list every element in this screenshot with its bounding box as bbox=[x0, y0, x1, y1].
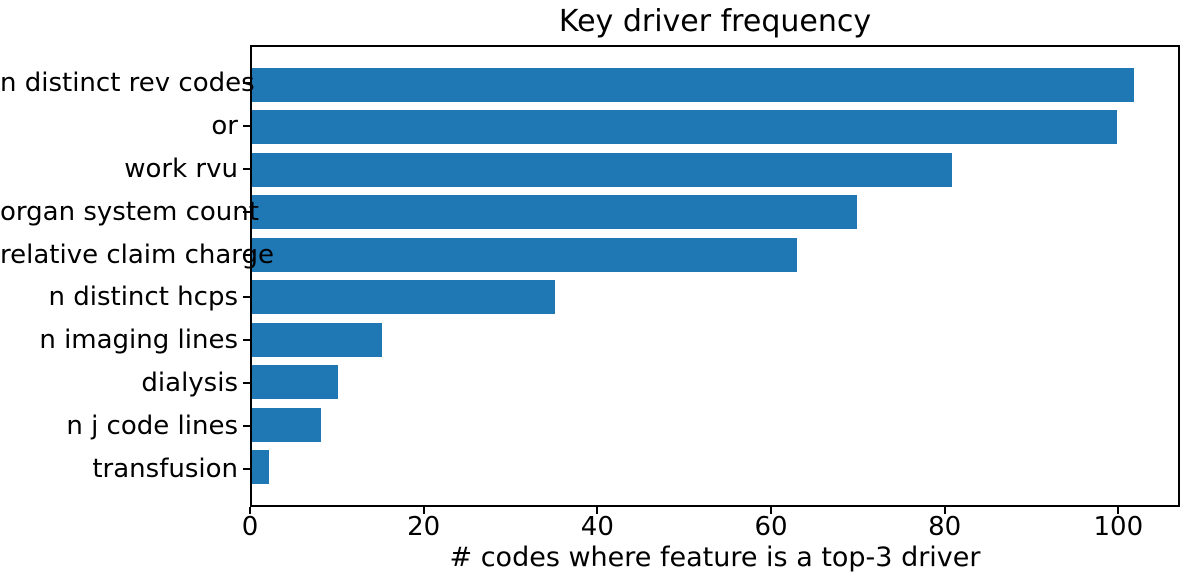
y-tick-label: n imaging lines bbox=[39, 325, 238, 356]
bar-organ-system-count bbox=[252, 195, 858, 230]
y-tick-mark bbox=[243, 467, 250, 470]
x-tick-mark bbox=[249, 507, 251, 514]
x-tick-mark bbox=[770, 507, 772, 514]
bar-dialysis bbox=[252, 365, 339, 400]
x-tick-label: 60 bbox=[754, 512, 788, 542]
y-tick-label: n distinct rev codes bbox=[0, 68, 255, 99]
y-tick-label: organ system count bbox=[0, 196, 259, 227]
x-tick-mark bbox=[1117, 507, 1120, 514]
x-tick-label: 40 bbox=[580, 512, 614, 542]
x-tick-label: 0 bbox=[241, 512, 259, 542]
y-tick-mark bbox=[243, 253, 250, 256]
x-tick-label: 20 bbox=[407, 512, 441, 542]
y-tick-label: n distinct hcps bbox=[48, 282, 239, 313]
x-tick-label: 100 bbox=[1093, 512, 1144, 542]
y-tick-mark bbox=[243, 167, 250, 170]
y-tick-mark bbox=[243, 210, 250, 213]
bar-transfusion bbox=[252, 450, 270, 485]
chart-title: Key driver frequency bbox=[558, 4, 872, 39]
y-tick-label: n j code lines bbox=[66, 411, 238, 441]
y-tick-mark bbox=[243, 82, 250, 85]
y-tick-label: work rvu bbox=[124, 153, 238, 184]
y-tick-label: dialysis bbox=[141, 368, 238, 399]
y-tick-label: or bbox=[211, 111, 238, 141]
bar-n-imaging-lines bbox=[252, 322, 382, 357]
x-axis-label: # codes where feature is a top-3 driver bbox=[449, 542, 981, 573]
y-tick-label: relative claim charge bbox=[0, 239, 275, 270]
x-tick-mark bbox=[943, 507, 946, 514]
bar-or bbox=[252, 110, 1117, 145]
bar-n-j-code-lines bbox=[252, 407, 322, 442]
x-tick-mark bbox=[422, 507, 425, 514]
x-tick-mark bbox=[596, 507, 599, 514]
bars-layer bbox=[252, 47, 1178, 505]
bar-n-distinct-hcps bbox=[252, 280, 555, 315]
bar-n-distinct-rev-codes bbox=[252, 67, 1134, 102]
y-tick-mark bbox=[243, 425, 250, 427]
y-tick-mark bbox=[243, 382, 250, 385]
y-tick-label: transfusion bbox=[92, 453, 238, 484]
plot-area bbox=[250, 45, 1180, 507]
x-tick-label: 80 bbox=[928, 512, 962, 542]
bar-work-rvu bbox=[252, 152, 953, 187]
bar-relative-claim-charge bbox=[252, 237, 797, 272]
y-tick-mark bbox=[243, 296, 250, 299]
y-tick-mark bbox=[243, 339, 250, 342]
y-tick-mark bbox=[243, 125, 250, 127]
